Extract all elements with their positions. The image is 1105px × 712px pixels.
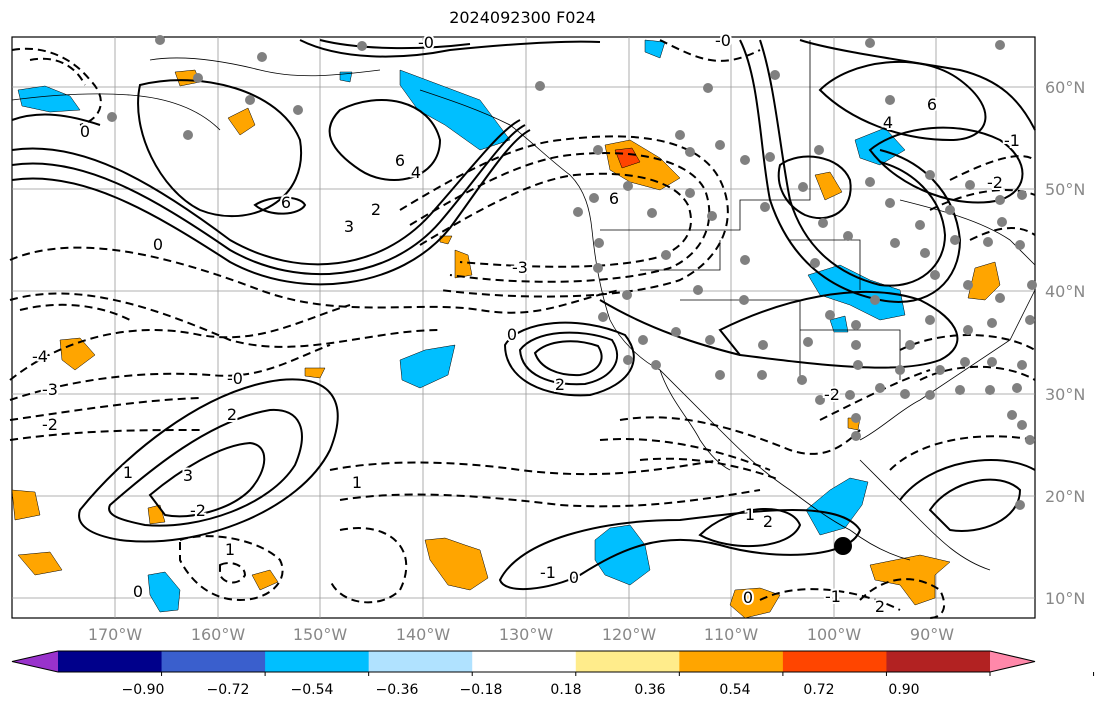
contour-label: 2	[371, 200, 381, 219]
lat-label-10n: 10°N	[1045, 589, 1086, 608]
colorbar-tick-label: 0.54	[719, 682, 751, 698]
lat-label-20n: 20°N	[1045, 487, 1086, 506]
lat-label-60n: 60°N	[1045, 78, 1086, 97]
lon-label-160w: 160°W	[190, 625, 246, 644]
lon-label-130w: 130°W	[498, 625, 554, 644]
colorbar-extend-low	[12, 651, 58, 672]
map-title: 2024092300 F024	[449, 8, 596, 27]
colorbar-extend-high	[990, 651, 1035, 672]
lon-label-100w: 100°W	[806, 625, 862, 644]
colorbar-tick-label: 0.18	[550, 682, 582, 698]
contour-label: 6	[927, 95, 937, 114]
colorbar-tick-label: 0.36	[634, 682, 666, 698]
colorbar-segment	[161, 651, 266, 672]
station-dots	[107, 35, 1037, 510]
colorbar-tick-label: −0.36	[375, 682, 419, 698]
colorbar-segment	[575, 651, 680, 672]
colorbar-tick-label: −0.18	[459, 682, 503, 698]
contour-label: 6	[609, 189, 619, 208]
contour-label: 2	[555, 375, 565, 394]
contour-label: 6	[281, 193, 291, 212]
contour-label: -1	[825, 587, 841, 606]
station-marker	[834, 537, 852, 555]
contour-label: -3	[42, 380, 58, 399]
colorbar	[11, 650, 1095, 676]
contour-label: 4	[411, 163, 421, 182]
colorbar-tick-label: −0.90	[121, 682, 165, 698]
colorbar-segment	[782, 651, 887, 672]
lon-label-140w: 140°W	[395, 625, 451, 644]
colorbar-tick-label: 0.72	[803, 682, 835, 698]
contour-label: 1	[225, 540, 235, 559]
contour-label: 0	[569, 568, 579, 587]
colorbar-tick-label: −0.72	[206, 682, 250, 698]
contour-label: 1	[745, 505, 755, 524]
lon-label-150w: 150°W	[292, 625, 348, 644]
contour-label: 1	[352, 473, 362, 492]
contour-label: -1	[1004, 131, 1020, 150]
colorbar-segment	[472, 651, 577, 672]
contour-label: 0	[153, 235, 163, 254]
contour-label: 2	[875, 597, 885, 616]
colorbar-outline	[11, 650, 1036, 673]
contour-label: -2	[824, 385, 840, 404]
contour-label: 0	[133, 582, 143, 601]
dashed-contours	[9, 39, 1036, 619]
contour-labels: 6 6 6 3 0 -3 2 2 0 -2 -3 -4 2 -2 1 -0 1 …	[30, 29, 1022, 618]
lat-label-40n: 40°N	[1045, 282, 1086, 301]
lon-label-170w: 170°W	[87, 625, 143, 644]
lon-label-110w: 110°W	[703, 625, 759, 644]
lat-label-50n: 50°N	[1045, 180, 1086, 199]
contour-label: 2	[227, 405, 237, 424]
contour-label: 0	[743, 588, 753, 607]
contour-label: -4	[32, 347, 48, 366]
lon-label-90w: 90°W	[909, 625, 955, 644]
contour-label: 3	[344, 217, 354, 236]
contour-label: -1	[540, 563, 556, 582]
contour-label: -2	[190, 501, 206, 520]
contour-label: 0	[80, 122, 90, 141]
coastlines	[11, 40, 1036, 571]
contour-label: 6	[395, 151, 405, 170]
colorbar-tick-label: −0.54	[290, 682, 334, 698]
contour-label: -2	[987, 173, 1003, 192]
colorbar-segment	[265, 651, 370, 672]
colorbar-segment	[886, 651, 991, 672]
contour-label: 2	[763, 512, 773, 531]
contour-label: 1	[123, 463, 133, 482]
colorbar-tick-label: 0.90	[888, 682, 920, 698]
colorbar-segment	[58, 651, 163, 672]
contour-label: 0	[507, 325, 517, 344]
contour-label: -2	[42, 415, 58, 434]
map-frame	[11, 36, 1036, 619]
contour-label: 4	[883, 113, 893, 132]
contour-label: -0	[227, 369, 243, 388]
lat-label-30n: 30°N	[1045, 385, 1086, 404]
contour-label: -3	[512, 258, 528, 277]
contour-label: -0	[715, 31, 731, 50]
colorbar-segment	[368, 651, 473, 672]
contour-label: -0	[418, 33, 434, 52]
colorbar-segment	[679, 651, 784, 672]
lon-label-120w: 120°W	[601, 625, 657, 644]
contour-label: 3	[183, 466, 193, 485]
